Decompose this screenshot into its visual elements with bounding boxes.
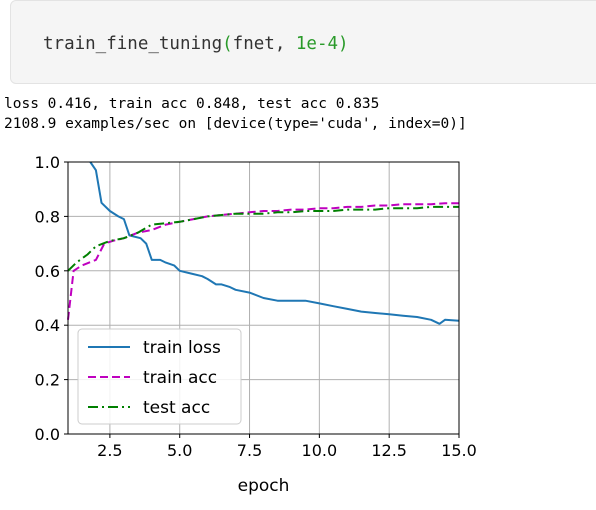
legend-label: test acc: [143, 398, 210, 418]
code-open-paren: (: [222, 34, 233, 54]
y-tick-label: 0.0: [35, 425, 60, 444]
x-tick-label: 15.0: [441, 441, 477, 460]
code-arg-lr: 1e-4: [295, 34, 339, 54]
chart-series: [67, 161, 460, 325]
output-metrics-line: loss 0.416, train acc 0.848, test acc 0.…: [4, 96, 380, 112]
code-line: train_fine_tuning(fnet, 1e-4): [43, 34, 349, 54]
plot-frame: [67, 161, 460, 435]
chart-legend: train loss train acc test acc: [77, 328, 242, 425]
cell-output: loss 0.416, train acc 0.848, test acc 0.…: [4, 94, 467, 134]
series-line-test-acc: [67, 205, 459, 272]
y-tick-label: 0.2: [35, 371, 60, 390]
x-axis-label: epoch: [238, 476, 290, 496]
series-line-train-acc: [67, 202, 459, 320]
output-speed-line: 2108.9 examples/sec on [device(type='cud…: [4, 116, 467, 132]
code-cell[interactable]: train_fine_tuning(fnet, 1e-4): [10, 0, 596, 84]
legend-label: train loss: [143, 338, 221, 358]
x-tick-label: 2.5: [97, 441, 122, 460]
y-tick-label: 1.0: [35, 153, 60, 172]
legend-box: [77, 328, 242, 425]
legend-label: train acc: [143, 368, 217, 388]
x-tick-label: 10.0: [302, 441, 338, 460]
y-tick-label: 0.6: [35, 262, 60, 281]
code-func: train_fine_tuning: [43, 34, 223, 54]
chart-ticks: 2.5 5.0 7.5 10.0 12.5 15.0 0.0 0.2 0.4 0.6 0.8 1.0: [35, 153, 477, 460]
x-tick-label: 12.5: [371, 441, 407, 460]
series-line-train-loss: [89, 161, 460, 325]
x-tick-label: 5.0: [167, 441, 192, 460]
y-tick-label: 0.4: [35, 316, 60, 335]
code-arg-net: fnet,: [232, 34, 296, 54]
x-tick-label: 7.5: [237, 441, 262, 460]
code-close-paren: ): [338, 34, 349, 54]
y-tick-label: 0.8: [35, 207, 60, 226]
